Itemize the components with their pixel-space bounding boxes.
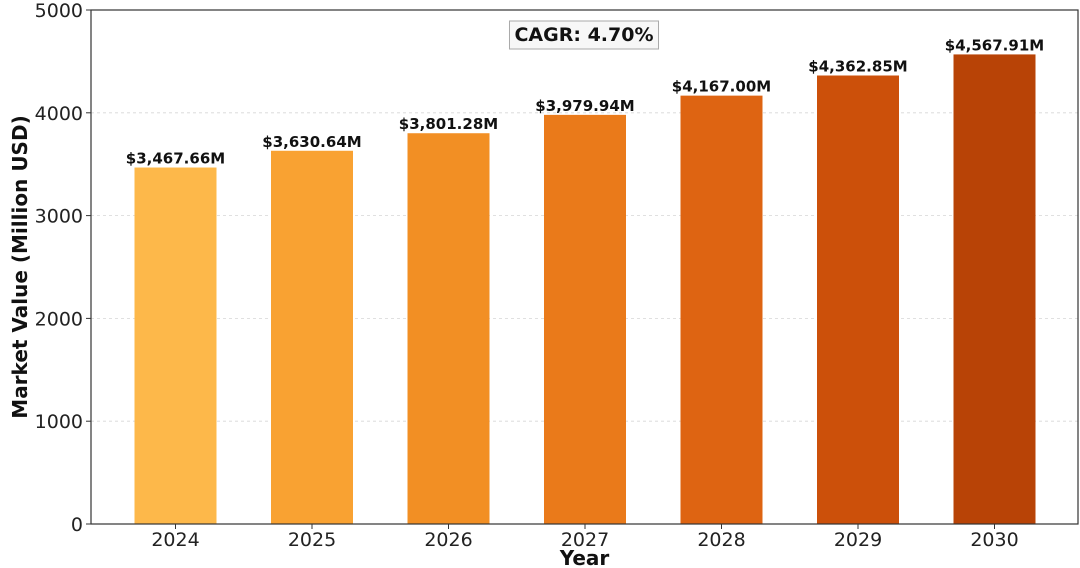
y-tick-label: 0 (71, 514, 83, 536)
y-tick-label: 2000 (35, 308, 83, 330)
x-axis-title: Year (559, 546, 610, 568)
data-label-2027: $3,979.94M (535, 97, 634, 115)
data-label-2026: $3,801.28M (399, 115, 498, 133)
x-axis-ticks: 2024 2025 2026 2027 2028 2029 2030 (151, 524, 1019, 551)
y-tick-label: 1000 (35, 411, 83, 433)
bar-2030 (953, 54, 1036, 524)
x-tick-label: 2025 (288, 529, 336, 551)
data-label-2025: $3,630.64M (262, 133, 361, 151)
y-axis-ticks: 0 1000 2000 3000 4000 5000 (35, 0, 91, 536)
bar-2024 (134, 167, 217, 525)
cagr-annotation: CAGR: 4.70% (508, 20, 660, 50)
x-tick-label: 2028 (697, 529, 745, 551)
y-tick-label: 5000 (35, 0, 83, 22)
x-tick-label: 2029 (834, 529, 882, 551)
cagr-annotation-box (508, 20, 660, 50)
bar-2029 (817, 75, 899, 524)
x-tick-label: 2030 (970, 529, 1018, 551)
y-tick-label: 3000 (35, 206, 83, 228)
x-tick-label: 2024 (151, 529, 199, 551)
x-tick-label: 2026 (424, 529, 472, 551)
data-label-2028: $4,167.00M (672, 78, 771, 96)
bar-2028 (680, 95, 763, 525)
y-axis-title: Market Value (Million USD) (8, 115, 32, 418)
bar-2025 (271, 150, 353, 524)
data-label-2029: $4,362.85M (808, 57, 907, 75)
cagr-annotation-text: CAGR: 4.70% (514, 24, 653, 46)
bar-2026 (407, 133, 490, 525)
data-label-2030: $4,567.91M (945, 36, 1044, 54)
data-label-2024: $3,467.66M (126, 150, 225, 168)
bar-2027 (544, 114, 626, 524)
data-labels: $3,467.66M $3,630.64M $3,801.28M $3,979.94M… (126, 36, 1044, 167)
x-tick-label: 2027 (561, 529, 609, 551)
y-tick-label: 4000 (35, 103, 83, 125)
bars (134, 54, 1036, 525)
